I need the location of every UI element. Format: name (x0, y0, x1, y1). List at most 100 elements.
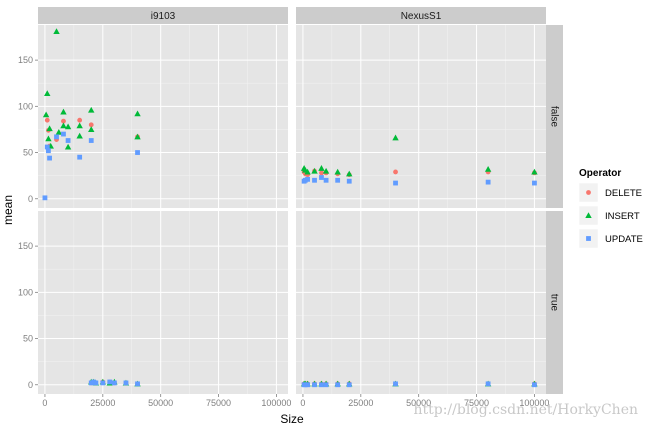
legend: Operator DELETE INSERT UPDATE (578, 168, 643, 249)
panel-background (296, 211, 546, 394)
point-update (93, 380, 99, 386)
y-axis-title: mean (1, 195, 15, 225)
point-update (135, 381, 140, 387)
panel-background (38, 211, 288, 394)
point-insert (484, 165, 492, 172)
point-delete (319, 170, 324, 176)
panel-NexusS1-false (296, 25, 546, 208)
point-insert (45, 135, 52, 142)
panel-i9103-true (38, 211, 288, 394)
y-tick-label: 0 (28, 194, 33, 204)
column-strip (38, 7, 288, 24)
point-insert (44, 90, 51, 96)
point-delete (44, 117, 50, 123)
point-update (42, 195, 48, 201)
point-insert (55, 129, 63, 135)
x-tick-label: 100000 (519, 398, 549, 408)
point-update (319, 175, 324, 180)
x-axis-title: Size (280, 412, 304, 426)
x-tick-label: 25000 (348, 398, 373, 408)
point-update (100, 380, 106, 386)
point-insert (334, 168, 341, 175)
y-tick-label: 150 (18, 241, 33, 251)
point-update (123, 380, 129, 386)
point-insert (64, 143, 72, 150)
point-update (323, 382, 329, 388)
point-update (111, 380, 117, 386)
point-update (305, 176, 310, 182)
point-update (323, 177, 329, 183)
point-update (61, 131, 66, 137)
row-strip-label: false (549, 106, 560, 128)
watermark: http://blog.csdn.net/HorkyChen (413, 402, 638, 418)
point-update (44, 144, 50, 150)
panel-background (296, 25, 546, 208)
point-insert (53, 28, 60, 35)
point-update (485, 381, 491, 387)
point-update (319, 382, 324, 388)
x-tick-label: 0 (42, 398, 47, 408)
column-strip (296, 7, 546, 24)
point-insert (134, 133, 141, 140)
point-update (135, 150, 140, 155)
point-insert (88, 126, 95, 132)
point-update (107, 379, 113, 385)
legend-key-insert (585, 212, 592, 219)
legend-label-update: UPDATE (605, 234, 643, 245)
legend-title: Operator (579, 168, 621, 179)
axes-layer: 0 50 100 150 0 50 100 150 0 25000 50000 75000 100000… (18, 55, 549, 408)
row-strip-label: true (549, 294, 560, 312)
legend-key-delete (586, 190, 591, 195)
point-update (532, 180, 537, 186)
y-tick-label: 150 (18, 55, 33, 65)
legend-label-delete: DELETE (605, 188, 642, 199)
point-insert (311, 167, 318, 174)
point-update (346, 178, 352, 184)
point-update (532, 382, 537, 388)
point-update (54, 134, 59, 140)
point-update (88, 138, 94, 143)
point-insert (134, 110, 141, 117)
point-insert (46, 125, 53, 132)
column-strip-label: i9103 (151, 11, 176, 22)
x-tick-label: 75000 (464, 398, 489, 408)
strips-layer: i9103 NexusS1 false true (38, 7, 563, 394)
point-insert (322, 167, 330, 174)
point-update (393, 180, 398, 186)
point-insert (42, 111, 50, 118)
y-tick-label: 100 (18, 101, 33, 111)
x-tick-label: 75000 (206, 398, 231, 408)
row-strip (546, 25, 563, 208)
point-insert (88, 106, 95, 113)
point-delete (61, 118, 66, 124)
point-update (485, 179, 491, 185)
point-update (312, 382, 317, 388)
point-update (47, 155, 52, 161)
point-delete (88, 122, 94, 128)
legend-label-insert: INSERT (605, 211, 640, 222)
point-insert (531, 168, 538, 175)
point-insert (76, 122, 83, 129)
panel-i9103-false (38, 25, 288, 208)
point-update (77, 154, 83, 160)
point-update (346, 382, 352, 388)
panels-layer (38, 25, 546, 394)
x-tick-label: 50000 (148, 398, 173, 408)
y-tick-label: 100 (18, 287, 33, 297)
point-update (46, 148, 51, 154)
point-insert (64, 123, 72, 130)
point-update (305, 382, 310, 388)
point-insert (60, 108, 67, 115)
point-insert (76, 132, 83, 139)
y-tick-label: 0 (28, 380, 33, 390)
row-strip (546, 211, 563, 394)
point-insert (392, 134, 399, 141)
point-delete (77, 117, 83, 123)
panel-background (38, 25, 288, 208)
point-insert (60, 122, 67, 129)
point-update (335, 382, 341, 388)
panel-NexusS1-true (296, 211, 546, 394)
x-tick-label: 0 (300, 398, 305, 408)
point-insert (346, 170, 353, 177)
y-tick-label: 50 (23, 334, 33, 344)
